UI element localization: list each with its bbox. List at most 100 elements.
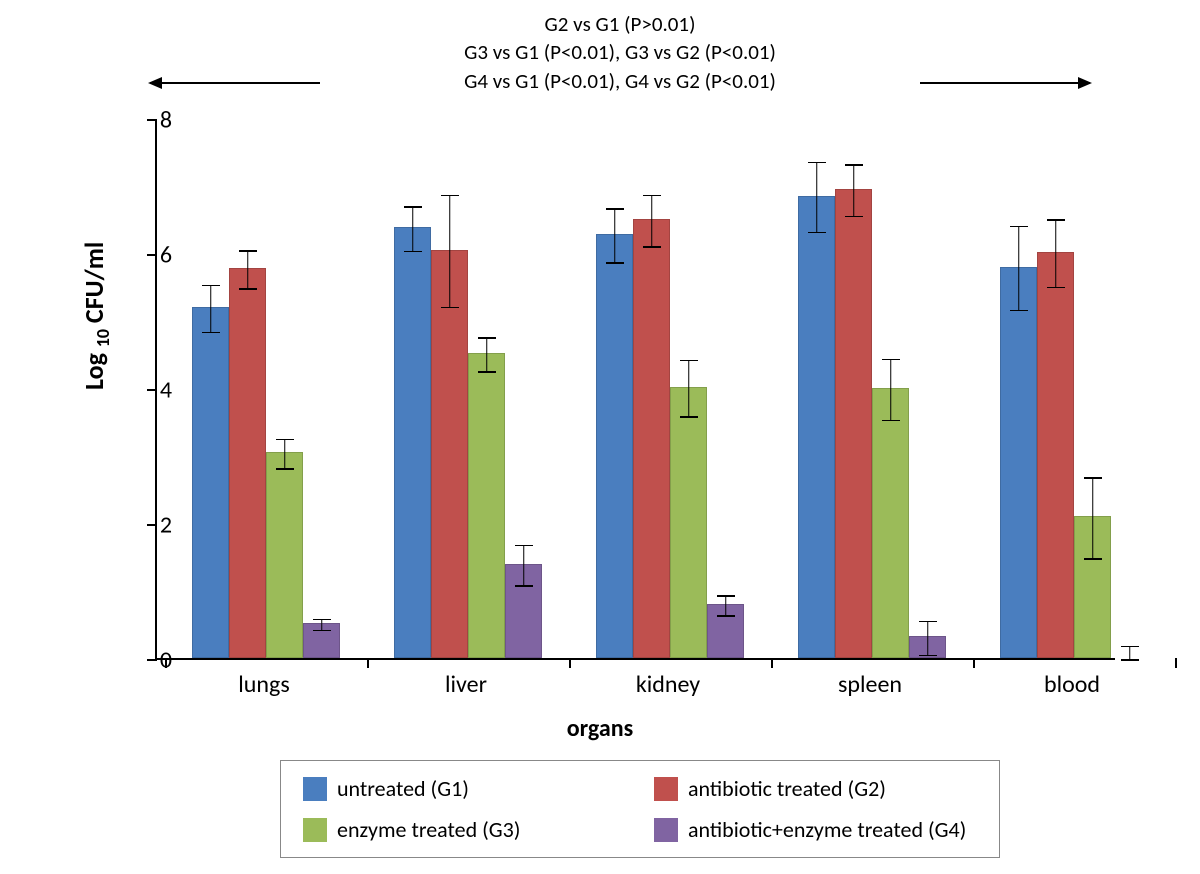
y-tick-label: 0 <box>132 646 172 675</box>
errorbar-cap <box>239 288 257 290</box>
errorbar-cap <box>680 416 698 418</box>
errorbar-cap <box>1047 219 1065 221</box>
y-tick-label: 2 <box>132 511 172 540</box>
errorbar-cap <box>1010 226 1028 228</box>
errorbar-blood-G1 <box>1018 227 1020 311</box>
errorbar-cap <box>515 585 533 587</box>
errorbar-liver-G3 <box>486 338 488 372</box>
x-tick <box>367 658 369 668</box>
errorbar-cap <box>882 359 900 361</box>
annotation-line-1: G2 vs G1 (P>0.01) <box>230 10 1010 38</box>
bar-liver-G3 <box>468 353 505 658</box>
errorbar-cap <box>643 195 661 197</box>
category-label-blood: blood <box>1044 670 1100 699</box>
errorbar-cap <box>1084 558 1102 560</box>
errorbar-cap <box>1121 659 1139 661</box>
bar-spleen-G3 <box>872 388 909 658</box>
errorbar-cap <box>313 619 331 621</box>
errorbar-cap <box>845 164 863 166</box>
category-label-kidney: kidney <box>636 670 700 699</box>
errorbar-cap <box>202 332 220 334</box>
errorbar-kidney-G1 <box>614 209 616 263</box>
errorbar-blood-G2 <box>1055 220 1057 288</box>
x-tick <box>1175 658 1177 668</box>
y-axis-label-tail: CFU/ml <box>78 242 110 323</box>
errorbar-liver-G2 <box>449 196 451 308</box>
errorbar-cap <box>1047 287 1065 289</box>
y-axis-label: Log 10 CFU/ml <box>78 242 114 390</box>
cfu-bar-chart: G2 vs G1 (P>0.01) G3 vs G1 (P<0.01), G3 … <box>50 10 1150 864</box>
errorbar-cap <box>478 371 496 373</box>
errorbar-spleen-G4 <box>927 622 929 656</box>
legend-item-G3: enzyme treated (G3) <box>303 816 626 843</box>
errorbar-liver-G1 <box>412 207 414 252</box>
errorbar-cap <box>441 307 459 309</box>
errorbar-cap <box>1010 310 1028 312</box>
errorbar-blood-G4 <box>1129 647 1131 661</box>
x-tick <box>973 658 975 668</box>
legend-label: antibiotic treated (G2) <box>688 775 886 802</box>
legend-swatch-icon <box>654 818 678 842</box>
errorbar-cap <box>313 630 331 632</box>
errorbar-kidney-G4 <box>725 596 727 616</box>
bar-lungs-G2 <box>229 268 266 658</box>
category-label-lungs: lungs <box>238 670 289 699</box>
legend-swatch-icon <box>303 818 327 842</box>
category-label-liver: liver <box>445 670 487 699</box>
bar-lungs-G1 <box>192 307 229 658</box>
errorbar-kidney-G3 <box>688 360 690 417</box>
errorbar-cap <box>882 420 900 422</box>
errorbar-lungs-G2 <box>247 251 249 289</box>
legend-label: untreated (G1) <box>337 775 469 802</box>
legend-item-G2: antibiotic treated (G2) <box>654 775 977 802</box>
y-tick-label: 8 <box>132 106 172 135</box>
bar-spleen-G2 <box>835 189 872 658</box>
category-label-spleen: spleen <box>838 670 902 699</box>
errorbar-blood-G3 <box>1092 478 1094 559</box>
bar-kidney-G2 <box>633 219 670 658</box>
errorbar-cap <box>919 655 937 657</box>
errorbar-cap <box>276 439 294 441</box>
bar-kidney-G1 <box>596 234 633 658</box>
errorbar-cap <box>808 162 826 164</box>
errorbar-lungs-G1 <box>210 285 212 332</box>
bar-liver-G2 <box>431 250 468 658</box>
errorbar-cap <box>276 468 294 470</box>
errorbar-cap <box>515 545 533 547</box>
arrow-head-left-icon <box>148 77 162 89</box>
x-axis-label: organs <box>50 714 1150 743</box>
errorbar-kidney-G2 <box>651 196 653 247</box>
arrow-head-right-icon <box>1078 77 1092 89</box>
legend-label: enzyme treated (G3) <box>337 816 520 843</box>
x-tick <box>569 658 571 668</box>
legend-label: antibiotic+enzyme treated (G4) <box>688 816 966 843</box>
errorbar-cap <box>845 216 863 218</box>
bar-kidney-G3 <box>670 387 707 658</box>
annotation-line-3: G4 vs G1 (P<0.01), G4 vs G2 (P<0.01) <box>230 67 1010 95</box>
errorbar-cap <box>808 232 826 234</box>
errorbar-cap <box>239 250 257 252</box>
x-tick <box>771 658 773 668</box>
errorbar-cap <box>606 208 624 210</box>
legend-item-G1: untreated (G1) <box>303 775 626 802</box>
errorbar-cap <box>441 195 459 197</box>
errorbar-cap <box>606 262 624 264</box>
legend-swatch-icon <box>654 777 678 801</box>
annotation-arrow-left <box>150 82 320 84</box>
errorbar-cap <box>919 621 937 623</box>
y-tick-label: 6 <box>132 241 172 270</box>
errorbar-spleen-G3 <box>890 360 892 421</box>
errorbar-cap <box>717 615 735 617</box>
errorbar-cap <box>404 251 422 253</box>
annotation-arrow-right <box>920 82 1090 84</box>
annotation-line-2: G3 vs G1 (P<0.01), G3 vs G2 (P<0.01) <box>230 38 1010 66</box>
errorbar-lungs-G3 <box>284 439 286 469</box>
errorbar-cap <box>717 595 735 597</box>
y-axis-label-main: Log <box>78 353 110 390</box>
legend: untreated (G1) antibiotic treated (G2) enz… <box>280 760 1000 858</box>
comparison-annotations: G2 vs G1 (P>0.01) G3 vs G1 (P<0.01), G3 … <box>230 10 1010 95</box>
bar-liver-G1 <box>394 227 431 658</box>
bar-spleen-G1 <box>798 196 835 658</box>
errorbar-cap <box>478 337 496 339</box>
bar-blood-G1 <box>1000 267 1037 659</box>
